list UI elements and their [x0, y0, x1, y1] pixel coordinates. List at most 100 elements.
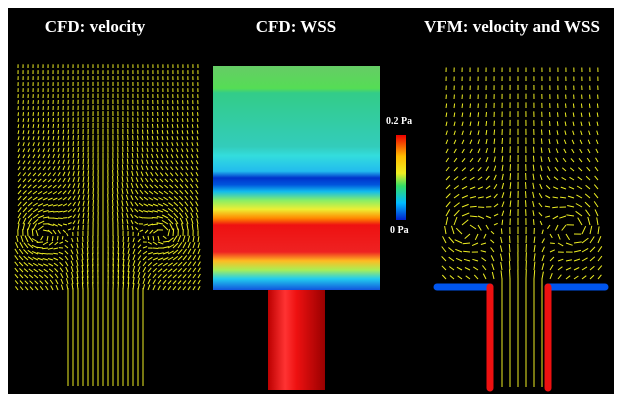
vector: [152, 241, 158, 246]
vector: [62, 135, 65, 141]
vector: [117, 170, 119, 177]
vector: [22, 142, 25, 147]
vector: [493, 147, 496, 154]
vector: [37, 166, 41, 171]
vector: [171, 130, 174, 135]
vector: [455, 257, 463, 262]
vector: [147, 235, 150, 241]
vector: [575, 203, 583, 208]
vector: [171, 124, 174, 129]
vector: [67, 147, 70, 153]
vector: [581, 237, 589, 244]
vector: [135, 177, 139, 183]
vector: [541, 246, 545, 253]
vector: [464, 267, 471, 271]
vector: [60, 272, 64, 279]
vector: [491, 263, 495, 271]
vector: [37, 203, 44, 207]
vector: [42, 263, 49, 267]
vector: [190, 166, 194, 171]
vector: [54, 273, 59, 279]
vector: [146, 141, 149, 147]
vector: [57, 129, 60, 135]
vector: [156, 141, 159, 147]
vector: [15, 242, 19, 249]
vector: [76, 265, 79, 273]
vector: [47, 166, 51, 171]
colorbar-min: 0 Pa: [390, 225, 409, 236]
vector: [588, 121, 591, 127]
vector: [166, 136, 169, 141]
vector: [81, 248, 84, 255]
vector: [112, 199, 114, 207]
vector: [501, 146, 504, 154]
vector: [62, 165, 66, 171]
vector: [62, 123, 64, 129]
vector: [469, 148, 473, 154]
vector: [445, 130, 448, 136]
vector: [37, 136, 40, 141]
vector: [136, 159, 139, 165]
vector: [509, 182, 512, 190]
vector: [147, 273, 152, 279]
vector: [189, 195, 194, 201]
vector: [42, 247, 49, 250]
vector: [142, 272, 146, 279]
vector: [453, 176, 459, 181]
vector: [64, 245, 69, 249]
vector: [131, 170, 134, 177]
vector: [533, 244, 536, 253]
vector: [19, 286, 24, 291]
vector: [176, 124, 179, 129]
vector: [593, 184, 599, 190]
vector: [480, 250, 487, 253]
vector: [174, 190, 179, 195]
vector: [130, 182, 134, 189]
vector: [92, 188, 94, 195]
vector: [72, 171, 75, 177]
vector: [87, 182, 90, 189]
vector: [126, 213, 129, 219]
vector: [17, 130, 20, 135]
vector: [17, 195, 22, 201]
vector: [165, 154, 169, 159]
vector: [24, 274, 29, 279]
vector: [172, 249, 179, 255]
vector: [127, 146, 129, 153]
vector: [595, 157, 599, 163]
vector: [142, 129, 144, 135]
vector: [134, 208, 139, 213]
vector: [177, 261, 183, 267]
vector: [62, 196, 67, 201]
vector: [153, 197, 159, 201]
vector: [453, 193, 460, 199]
vector: [22, 130, 25, 135]
vector: [72, 177, 75, 183]
vector: [153, 229, 159, 234]
vector: [125, 200, 129, 207]
vector: [177, 268, 183, 273]
vector: [132, 243, 136, 249]
vector: [184, 189, 189, 195]
vector: [82, 176, 85, 183]
vector: [37, 148, 41, 153]
vector: [122, 242, 125, 249]
vector: [144, 190, 149, 195]
vector: [463, 258, 471, 262]
vector: [22, 217, 27, 225]
vector: [139, 189, 144, 195]
vector: [477, 166, 482, 172]
vector: [43, 268, 49, 273]
vector: [57, 229, 61, 234]
vector: [77, 219, 80, 225]
vector: [136, 153, 139, 159]
vector: [593, 192, 599, 199]
vector: [170, 154, 174, 159]
vector: [469, 103, 471, 109]
vector: [131, 176, 134, 183]
vector: [160, 166, 164, 171]
vector: [445, 148, 449, 154]
vector: [195, 206, 199, 213]
vector: [130, 207, 134, 213]
vector: [185, 166, 189, 171]
